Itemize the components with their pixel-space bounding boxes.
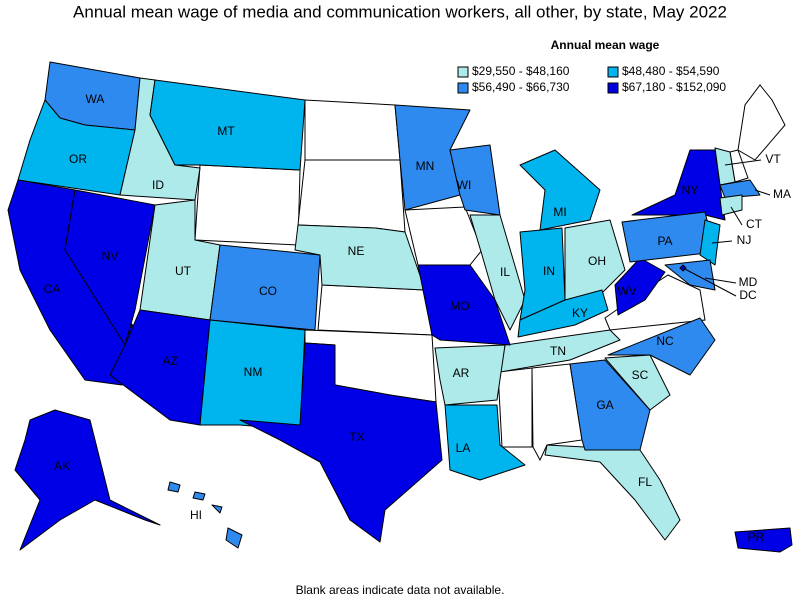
state-label: WA	[86, 92, 105, 106]
state-shape	[444, 404, 526, 481]
state-shape	[544, 444, 681, 541]
state-label: IN	[543, 264, 555, 278]
state-label: MN	[416, 159, 435, 173]
state-shape	[734, 527, 793, 553]
legend-label: $29,550 - $48,160	[472, 64, 570, 78]
state	[194, 164, 301, 246]
state-shape	[449, 144, 501, 216]
state-shape	[664, 259, 716, 291]
state-label: NE	[348, 244, 365, 258]
state-shape	[167, 481, 181, 493]
leader-line	[730, 206, 743, 226]
state-label: NC	[656, 334, 674, 348]
legend: $29,550 - $48,160 $48,480 - $54,590 $56,49…	[457, 64, 726, 94]
state	[317, 284, 433, 336]
state-label: WI	[457, 178, 472, 192]
state-shape	[569, 359, 651, 451]
state-label: CA	[44, 282, 61, 296]
state-shape	[719, 179, 761, 199]
state-label: MI	[553, 205, 566, 219]
state-label: PA	[657, 234, 672, 248]
state-label: VT	[765, 152, 781, 166]
state	[404, 206, 483, 266]
leader-line	[724, 159, 762, 166]
state-label: UT	[175, 264, 192, 278]
state-label: IL	[500, 265, 510, 279]
state-label: CT	[746, 217, 763, 231]
state-label: MA	[773, 187, 791, 201]
state-shape	[434, 344, 506, 406]
state-shape	[607, 317, 716, 376]
state-label: OR	[69, 152, 87, 166]
legend-label: $56,490 - $66,730	[472, 80, 570, 94]
state-shape	[149, 79, 306, 171]
state-label: TX	[349, 430, 364, 444]
state-label: DC	[739, 288, 757, 302]
state-label: NY	[682, 183, 699, 197]
states: WA OR CA NV ID MT UT AZ CO NM TX NE MN WI IL MI IN OH KY TN…	[7, 61, 793, 553]
state-shape	[614, 257, 666, 316]
state-shape	[64, 189, 156, 346]
state-label: TN	[550, 344, 566, 358]
state-label: NV	[102, 249, 119, 263]
state-shape	[192, 491, 206, 501]
legend-swatch	[457, 66, 469, 78]
legend-title: Annual mean wage	[551, 38, 660, 52]
state-label: ID	[152, 178, 164, 192]
state-label: NJ	[737, 233, 752, 247]
state-shape	[209, 244, 321, 331]
state-label: LA	[456, 441, 471, 455]
state-label: AZ	[162, 354, 177, 368]
state-label: AK	[54, 459, 70, 473]
state-label: KY	[572, 306, 588, 320]
state-shape	[699, 219, 721, 266]
state-label: NM	[244, 365, 263, 379]
state-shape	[564, 219, 626, 301]
legend-label: $67,180 - $152,090	[622, 80, 726, 94]
state-shape	[14, 409, 161, 551]
state-shape	[294, 224, 426, 291]
state-shape	[517, 289, 609, 338]
state-label: MO	[450, 299, 469, 313]
state-shape	[519, 149, 601, 231]
state-shape	[469, 214, 526, 331]
state-label: MD	[739, 275, 758, 289]
state-label: WV	[617, 284, 636, 298]
state	[497, 367, 533, 448]
footnote: Blank areas indicate data not available.	[296, 583, 505, 597]
leader-line	[754, 189, 771, 196]
state	[737, 84, 786, 161]
state-label: GA	[596, 398, 613, 412]
legend-swatch	[607, 66, 619, 78]
state	[304, 99, 401, 161]
state-label: HI	[190, 508, 202, 522]
state-shape	[211, 504, 223, 514]
state-label: CO	[259, 284, 277, 298]
leader-line	[682, 267, 737, 297]
legend-label: $48,480 - $54,590	[622, 64, 720, 78]
state-shape	[417, 264, 511, 346]
state-label: FL	[638, 475, 652, 489]
state-shape	[604, 354, 671, 411]
legend-swatch	[457, 82, 469, 94]
state-shape	[225, 527, 243, 549]
map-title: Annual mean wage of media and communicat…	[73, 2, 727, 21]
leader-line	[704, 277, 737, 284]
state-label: AR	[453, 366, 470, 380]
state-label: PR	[748, 530, 765, 544]
state-shape	[631, 149, 726, 221]
state-shape	[719, 194, 743, 216]
legend-swatch	[607, 82, 619, 94]
state-shape	[239, 342, 443, 543]
state-label: MT	[217, 124, 235, 138]
state	[297, 159, 406, 233]
state-label: OH	[588, 254, 606, 268]
state-label: SC	[632, 368, 649, 382]
leader-line	[711, 240, 733, 244]
